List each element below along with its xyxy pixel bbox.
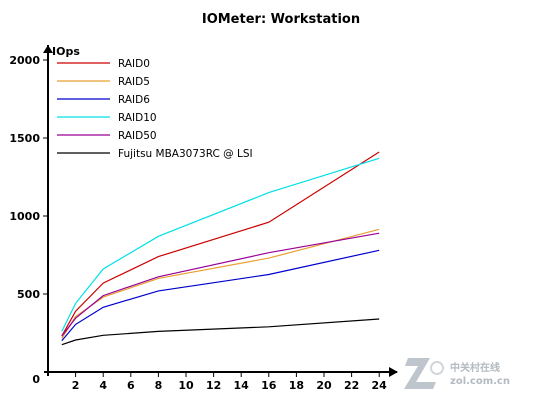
zol-logo-icon xyxy=(404,358,444,389)
x-tick-label: 2 xyxy=(72,379,80,392)
x-axis-arrow-icon xyxy=(389,367,398,377)
legend-label: RAID50 xyxy=(118,130,157,142)
watermark: 中关村在线 zol.com.cn xyxy=(404,358,510,389)
legend-label: RAID5 xyxy=(118,76,150,88)
y-tick-label: 2000 xyxy=(9,54,40,67)
y-axis-label: IOps xyxy=(52,45,80,58)
x-tick-label: 14 xyxy=(234,379,250,392)
series-line-raid0 xyxy=(61,151,380,337)
y-axis-ticks: 500 1000 1500 2000 xyxy=(9,54,48,301)
series-line-raid50 xyxy=(61,232,380,337)
legend: RAID0 RAID5 RAID6 RAID10 RAID50 Fujitsu MBA30… xyxy=(57,58,253,160)
x-tick-label: 16 xyxy=(261,379,277,392)
watermark-brand-url: zol.com.cn xyxy=(450,376,510,387)
legend-label: RAID10 xyxy=(118,112,157,124)
legend-label: Fujitsu MBA3073RC @ LSI xyxy=(118,148,253,160)
x-tick-label: 24 xyxy=(372,379,388,392)
series-line-raid10 xyxy=(61,157,380,332)
y-tick-label: 500 xyxy=(17,288,40,301)
watermark-brand-cn: 中关村在线 xyxy=(450,361,500,374)
y-tick-label: 1500 xyxy=(9,132,40,145)
x-tick-label: 12 xyxy=(206,379,221,392)
y-tick-label: 1000 xyxy=(9,210,40,223)
x-tick-label: 10 xyxy=(178,379,194,392)
series-line-raid6 xyxy=(61,249,380,342)
axes xyxy=(43,45,398,377)
x-axis-ticks: 2 4 6 8 10 12 14 16 18 20 22 24 xyxy=(72,372,387,392)
x-tick-label: 4 xyxy=(99,379,107,392)
legend-label: RAID0 xyxy=(118,58,150,70)
series-lines xyxy=(61,151,380,346)
series-line-fujitsu-mba3073rc-lsi xyxy=(61,318,380,346)
x-tick-label: 8 xyxy=(155,379,163,392)
chart-title: IOMeter: Workstation xyxy=(202,12,360,27)
legend-label: RAID6 xyxy=(118,94,150,106)
x-tick-label: 18 xyxy=(289,379,304,392)
origin-label: 0 xyxy=(32,373,40,386)
x-tick-label: 20 xyxy=(316,379,332,392)
x-tick-label: 22 xyxy=(344,379,359,392)
y-axis-arrow-icon xyxy=(43,45,53,53)
x-tick-label: 6 xyxy=(127,379,135,392)
